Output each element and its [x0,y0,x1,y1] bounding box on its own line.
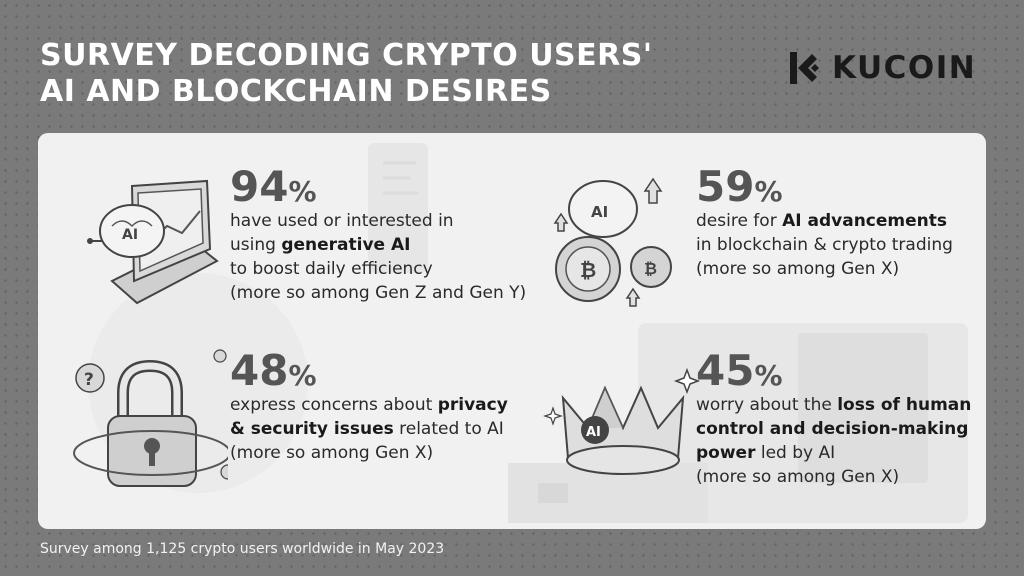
stat-highlight: privacy [437,395,508,415]
footer-note: Survey among 1,125 crypto users worldwid… [40,541,445,557]
stat-text: using [230,235,282,255]
stat-value: 48 [230,346,289,395]
stat-note: (more so among Gen X) [696,467,900,487]
stat-line: have used or interested in [230,211,454,231]
stat-line: to boost daily efficiency [230,259,433,279]
ai-crown-icon: AI [543,367,701,475]
stat-unit: % [288,175,317,208]
stat-percent: 48% [230,349,508,393]
background-decoration [88,143,968,523]
kucoin-logo-text: KUCOIN [832,50,977,86]
laptop-ai-brain-icon: AI [87,179,219,305]
title-line-2: AI AND BLOCKCHAIN DESIRES [40,74,552,109]
stat-line: worry about the loss of human [696,393,971,417]
stat-percent: 59% [696,165,953,209]
stat-unit: % [754,175,783,208]
stat-percent: 94% [230,165,526,209]
stat-text: led by AI [755,443,836,463]
stat-45: 45% worry about the loss of human contro… [696,349,971,489]
content-panel: AI 94% have used or interested in using … [38,133,986,529]
stat-highlight: control and decision-making [696,419,969,439]
stat-description: worry about the loss of human control an… [696,393,971,489]
stat-description: have used or interested in using generat… [230,209,526,305]
ai-bitcoin-coins-icon: AI ₿ ₿ [553,177,672,307]
stat-text: desire for [696,211,783,231]
stat-note: (more so among Gen X) [230,443,434,463]
svg-text:AI: AI [122,227,138,243]
svg-text:AI: AI [591,203,608,221]
stat-highlight: generative AI [281,235,411,255]
stat-line: & security issues related to AI [230,417,508,441]
padlock-question-icon: ? [73,349,228,487]
stat-48: 48% express concerns about privacy & sec… [230,349,508,465]
stat-text: worry about the [696,395,838,415]
stat-text: related to AI [393,419,504,439]
stat-value: 94 [230,162,289,211]
stat-unit: % [288,359,317,392]
stat-highlight: power [696,443,756,463]
stat-59: 59% desire for AI advancements in blockc… [696,165,953,281]
stat-text: express concerns about [230,395,438,415]
stat-line: power led by AI [696,441,971,465]
page-title: SURVEY DECODING CRYPTO USERS' AI AND BLO… [40,38,653,110]
stat-line: desire for AI advancements [696,209,953,233]
kucoin-logo: KUCOIN [784,48,976,88]
stat-value: 59 [696,162,755,211]
title-line-1: SURVEY DECODING CRYPTO USERS' [40,38,653,73]
svg-text:?: ? [84,370,94,390]
stat-value: 45 [696,346,755,395]
stat-note: (more so among Gen X) [696,259,900,279]
stat-description: express concerns about privacy & securit… [230,393,508,465]
stat-94: 94% have used or interested in using gen… [230,165,526,305]
stat-line: control and decision-making [696,417,971,441]
stat-highlight: & security issues [230,419,394,439]
stat-highlight: loss of human [837,395,972,415]
stat-unit: % [754,359,783,392]
svg-text:AI: AI [586,425,601,440]
stat-note: (more so among Gen Z and Gen Y) [230,283,527,303]
svg-text:₿: ₿ [644,259,657,278]
stat-line: express concerns about privacy [230,393,508,417]
stat-description: desire for AI advancements in blockchain… [696,209,953,281]
stat-line: in blockchain & crypto trading [696,235,953,255]
stat-highlight: AI advancements [782,211,947,231]
stat-line: using generative AI [230,233,526,257]
stat-percent: 45% [696,349,971,393]
kucoin-logo-icon [790,52,819,84]
svg-text:₿: ₿ [580,258,596,282]
